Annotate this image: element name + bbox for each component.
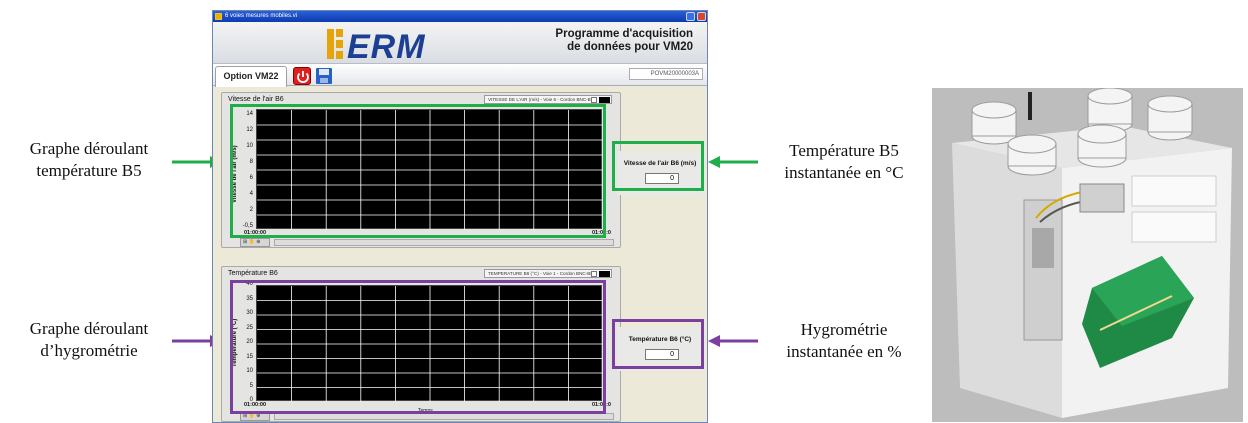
y-tick-label: 15 [246, 353, 253, 360]
y-tick-label: 12 [246, 127, 253, 133]
erm-logo-icon: ERM [327, 28, 426, 61]
program-title: Programme d'acquisition de données pour … [543, 28, 693, 54]
arrow-right-bottom-icon [708, 335, 758, 347]
y-tick-label: 14 [246, 111, 253, 117]
temperature-panel: Température B6 TEMPERATURE B6 (°C) - Voi… [221, 266, 621, 422]
app-header: ERM Programme d'acquisition de données p… [213, 22, 707, 64]
indicator-value: 0 [645, 173, 679, 184]
legend-checkbox[interactable] [591, 271, 597, 277]
indicator-label: Température B6 (°C) [628, 336, 692, 343]
y-tick-label: 40 [246, 281, 253, 287]
y-tick-label: 30 [246, 310, 253, 316]
annotation-scroll-graph-hygrometry: Graphe déroulant d’hygrométrie [4, 318, 174, 362]
legend-label: VITESSE DE L'AIR (m/s) - Voie 6 - Cordon… [488, 97, 598, 102]
y-tick-label: 10 [246, 368, 253, 374]
plot-grid [257, 110, 603, 230]
y-tick-label: 35 [246, 295, 253, 302]
app-icon [215, 13, 222, 20]
graph-tools[interactable]: ⊞ ✋ ⊕ [240, 238, 270, 247]
indicator-label: Vitesse de l'air B6 (m/s) [623, 160, 697, 167]
plot-legend[interactable]: VITESSE DE L'AIR (m/s) - Voie 6 - Cordon… [484, 95, 612, 104]
program-title-line: Programme d'acquisition [555, 28, 693, 40]
window-title: 6 voies mesures mobiles.vi [225, 13, 298, 19]
annotation-line: Hygrométrie [800, 320, 888, 339]
save-icon[interactable] [315, 67, 333, 85]
annotation-instant-hygrometry: Hygrométrie instantanée en % [756, 319, 932, 363]
x-start-label: 01:00:00 [244, 402, 267, 408]
legend-checkbox[interactable] [591, 97, 597, 103]
y-tick-label: 20 [246, 339, 253, 345]
window-titlebar: 6 voies mesures mobiles.vi [213, 11, 707, 22]
highlight-indicator-hygrometry [612, 319, 704, 369]
logo-text: ERM [347, 28, 426, 61]
indicator-value: 0 [645, 349, 679, 360]
panel-title: Température B6 [228, 270, 278, 277]
power-button[interactable] [293, 67, 311, 85]
annotation-line: instantanée en °C [784, 163, 904, 182]
annotation-line: température B5 [36, 161, 142, 180]
y-tick-label: 0 [249, 397, 253, 403]
horizontal-scrollbar[interactable] [274, 413, 614, 420]
annotation-line: instantanée en % [786, 342, 902, 361]
minimize-icon[interactable] [686, 12, 695, 21]
annotation-line: Graphe déroulant [29, 319, 149, 338]
vm20-device-photo [932, 88, 1243, 422]
x-start-label: 01:00:00 [244, 230, 267, 236]
y-tick-label: 2 [249, 207, 253, 213]
y-tick-label: 4 [249, 191, 253, 197]
close-icon[interactable] [697, 12, 706, 21]
x-end-label: 01:02:0 [592, 230, 611, 236]
annotation-line: Graphe déroulant [29, 139, 149, 158]
annotation-instant-temperature: Température B5 instantanée en °C [756, 140, 932, 184]
annotation-line: d’hygrométrie [40, 341, 138, 360]
temperature-scroll-graph[interactable] [256, 285, 603, 402]
acquisition-window: 6 voies mesures mobiles.vi ERM Programme… [212, 10, 708, 423]
highlight-graph-hygrometry [230, 280, 606, 414]
highlight-graph-temperature [230, 104, 606, 238]
legend-label: TEMPERATURE B6 (°C) - Voie 1 - Cordon BN… [488, 271, 597, 276]
y-tick-label: -0,5 [242, 223, 253, 229]
annotation-line: Température B5 [789, 141, 899, 160]
tab-bar: Option VM22 POVM20000003A [213, 64, 707, 87]
x-end-label: 01:02:0 [592, 402, 611, 408]
y-tick-label: 5 [249, 382, 253, 389]
air-speed-scroll-graph[interactable] [256, 109, 603, 230]
y-tick-label: 6 [249, 175, 253, 181]
air-speed-panel: Vitesse de l'air B6 VITESSE DE L'AIR (m/… [221, 92, 621, 248]
power-icon [297, 71, 309, 83]
highlight-indicator-temperature [612, 141, 704, 191]
tab-option-vm22[interactable]: Option VM22 [215, 66, 287, 87]
plot-legend[interactable]: TEMPERATURE B6 (°C) - Voie 1 - Cordon BN… [484, 269, 612, 278]
panel-title: Vitesse de l'air B6 [228, 96, 284, 103]
horizontal-scrollbar[interactable] [274, 239, 614, 246]
air-speed-indicator-panel: Vitesse de l'air B6 (m/s) 0 [617, 151, 703, 195]
y-tick-label: 25 [246, 324, 253, 331]
y-tick-label: 10 [246, 143, 253, 149]
legend-swatch [599, 271, 610, 277]
y-tick-label: 8 [249, 159, 253, 165]
program-title-line: de données pour VM20 [567, 41, 693, 53]
plot-grid [257, 286, 603, 402]
annotation-scroll-graph-temperature: Graphe déroulant température B5 [4, 138, 174, 182]
ventilation-unit-icon [932, 88, 1243, 422]
reference-field: POVM20000003A [629, 68, 703, 80]
legend-swatch [599, 97, 610, 103]
temperature-indicator-panel: Température B6 (°C) 0 [617, 327, 703, 371]
arrow-right-top-icon [708, 156, 758, 168]
